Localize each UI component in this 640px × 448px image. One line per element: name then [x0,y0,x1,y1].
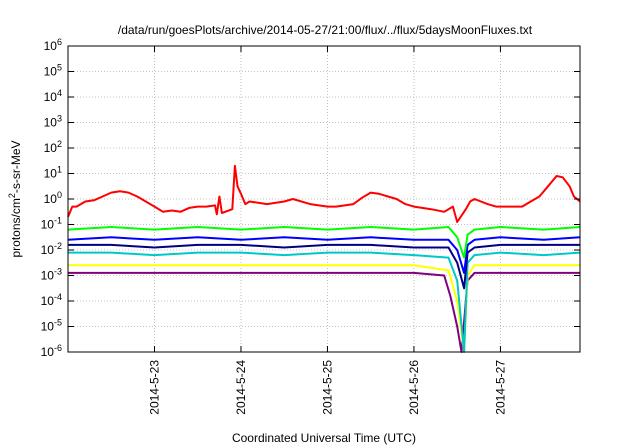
x-tick-label: 2014-5-23 [147,360,161,415]
y-tick-label: 10-5 [41,318,62,334]
y-axis-label: protons/cm2-s-sr-MeV [7,140,23,257]
y-tick-label: 10-6 [41,343,62,359]
grid-lines [68,46,580,352]
series-lines [67,164,581,353]
y-tick-label: 100 [44,190,62,206]
series-line [68,264,580,353]
y-axis-ticks: 10-6 10-5 10-4 10-3 10-2 10-1 100 101 102 103 104 1… [41,37,580,359]
series-line [68,243,580,290]
y-tick-label: 105 [44,63,62,79]
x-tick-label: 2014-5-26 [407,360,421,415]
y-tick-label: 10-2 [41,241,62,257]
y-tick-label: 10-1 [41,216,62,232]
y-tick-label: 103 [44,114,62,130]
chart-title: /data/run/goesPlots/archive/2014-05-27/2… [118,23,533,37]
series-line [68,271,580,353]
y-tick-label: 101 [44,165,62,181]
x-tick-label: 2014-5-24 [234,360,248,415]
y-tick-label: 106 [44,37,62,53]
series-line [67,164,581,223]
series-line [67,236,581,274]
x-axis-ticks: 2014-5-23 2014-5-24 2014-5-25 2014-5-26 2014… [147,46,507,415]
x-axis-label: Coordinated Universal Time (UTC) [232,431,416,445]
x-tick-label: 2014-5-25 [320,360,334,415]
y-tick-label: 10-4 [41,292,62,308]
y-tick-label: 104 [44,88,62,104]
series-line [68,251,581,353]
x-tick-label: 2014-5-27 [493,360,507,415]
y-tick-label: 102 [44,139,62,155]
y-tick-label: 10-3 [41,267,62,283]
series-line [67,226,581,259]
